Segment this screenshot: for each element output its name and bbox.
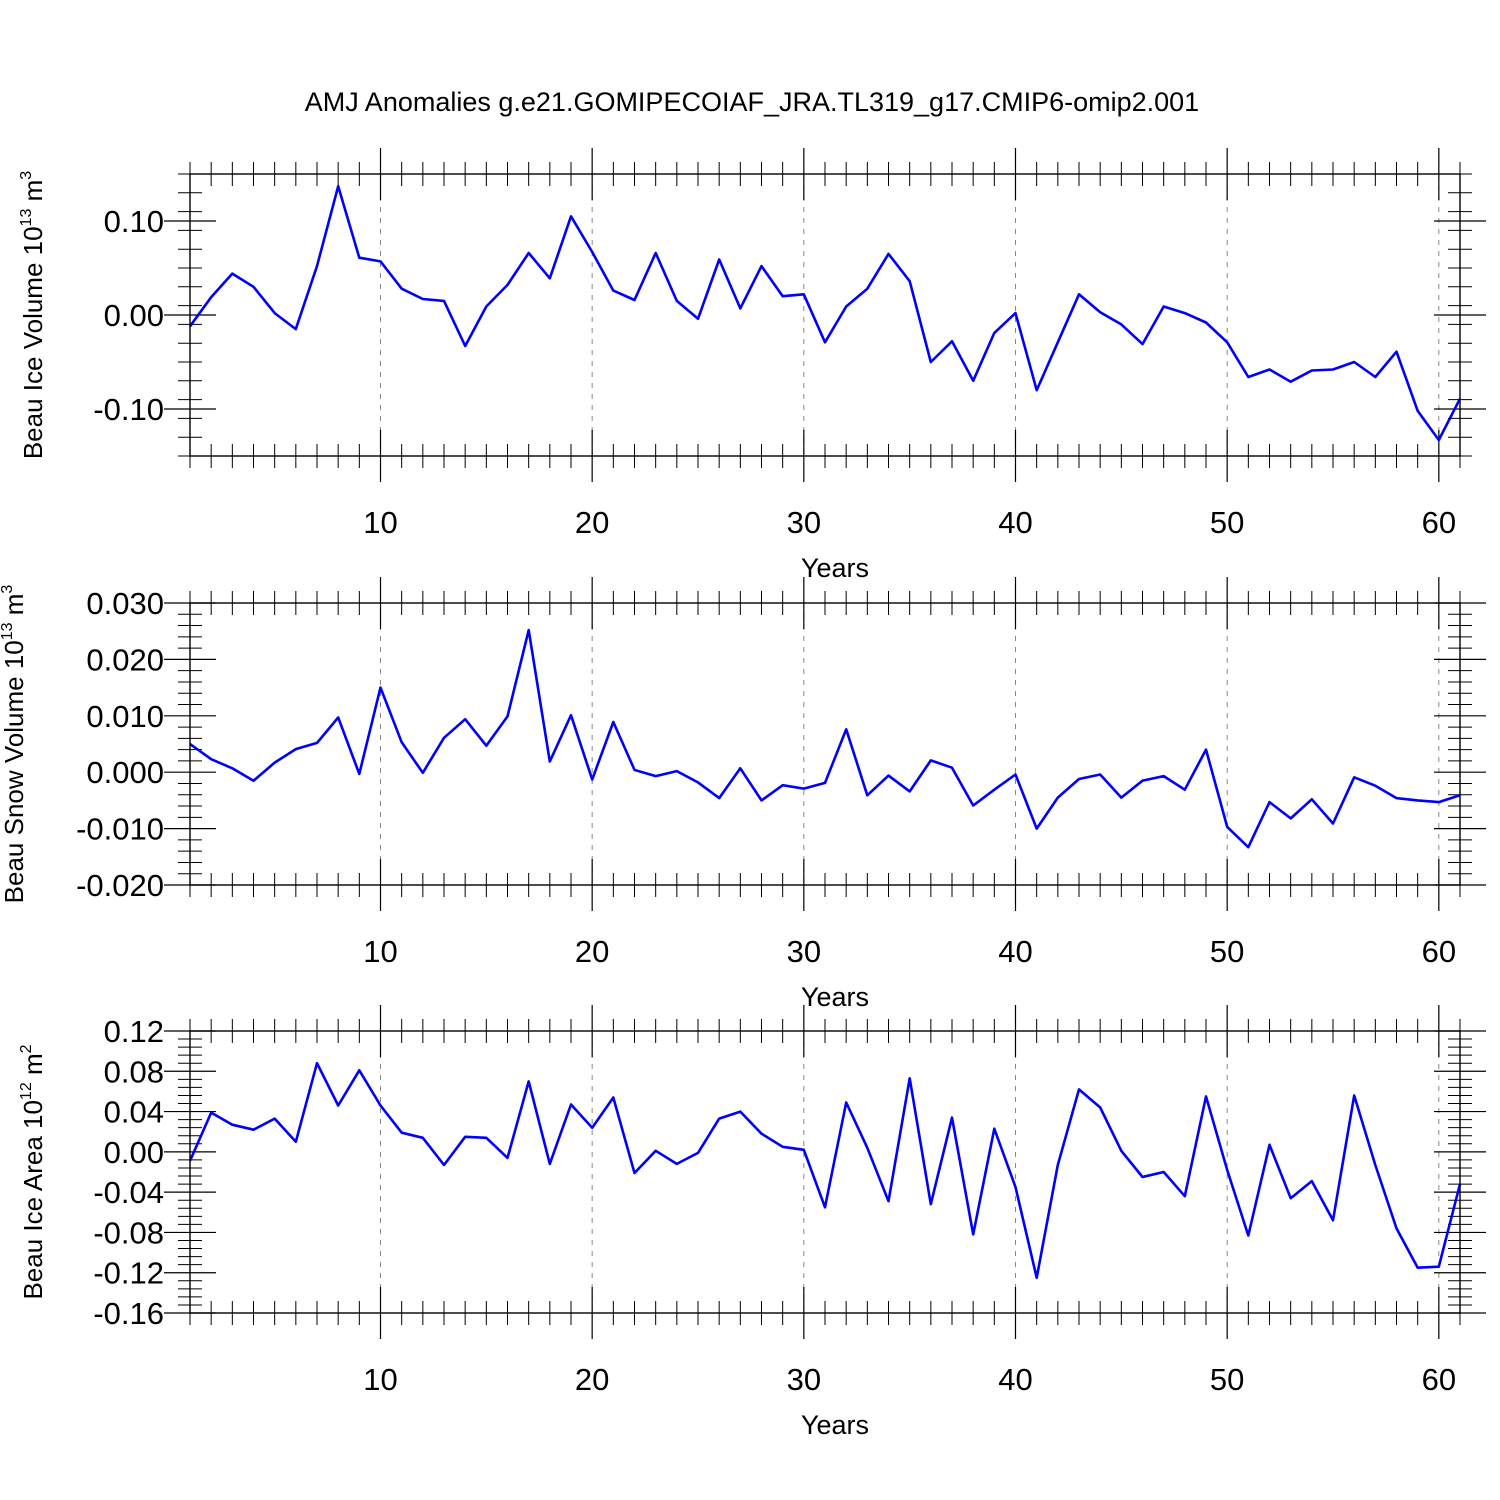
y-tick-label: 0.12: [104, 1014, 164, 1049]
y-tick-label: -0.16: [93, 1296, 164, 1331]
y-axis-label-text: Beau Ice Area 10: [18, 1100, 48, 1299]
x-tick-label: 20: [575, 934, 609, 969]
panel-2: 10 20 30 40 50 60 0.030 0.020 0.010 0.000 -0.010 -0…: [0, 577, 1486, 1012]
y-axis-label-text: Beau Ice Volume 10: [18, 226, 48, 459]
data-line: [188, 1061, 1462, 1280]
data-line: [189, 628, 1461, 849]
x-tick-label: 20: [575, 505, 609, 540]
figure-title: AMJ Anomalies g.e21.GOMIPECOIAF_JRA.TL31…: [305, 87, 1199, 117]
x-tick-label: 40: [998, 1362, 1032, 1397]
x-tick-label: 10: [363, 934, 397, 969]
y-axis-label-unit: m: [18, 180, 48, 209]
y-axis-label: Beau Ice Volume 1013 m3: [18, 171, 48, 459]
y-axis-label-unit-exponent: 2: [18, 1044, 35, 1053]
y-axis-label: Beau Snow Volume 1013 m3: [0, 585, 29, 904]
y-axis-label-text: Beau Snow Volume 10: [0, 640, 29, 903]
x-tick-label: 50: [1210, 934, 1244, 969]
plot-frame: [189, 602, 1461, 886]
x-tick-label: 40: [998, 934, 1032, 969]
y-tick-label: 0.04: [104, 1095, 164, 1130]
x-axis-label: Years: [801, 982, 869, 1012]
y-axis-label-unit-exponent: 3: [18, 171, 35, 180]
panels: 10 20 30 40 50 60 0.10 0.00 -0.10 Years Beau Ice V…: [0, 148, 1486, 1440]
y-tick-label: 0.030: [86, 586, 164, 621]
x-tick-label: 50: [1210, 1362, 1244, 1397]
y-tick-label: -0.04: [93, 1175, 164, 1210]
y-tick-label: 0.020: [86, 642, 164, 677]
x-tick-label: 60: [1422, 1362, 1456, 1397]
x-axis-label: Years: [801, 1410, 869, 1440]
panel-1: 10 20 30 40 50 60 0.10 0.00 -0.10 Years Beau Ice V…: [18, 148, 1486, 583]
y-tick-label: 0.10: [104, 204, 164, 239]
y-axis-label-unit: m: [18, 1053, 48, 1082]
y-axis-label: Beau Ice Area 1012 m2: [18, 1044, 48, 1299]
y-axis-label-unit-exponent: 3: [0, 585, 16, 594]
x-tick-label: 10: [363, 505, 397, 540]
x-tick-label: 20: [575, 1362, 609, 1397]
y-axis-label-unit: m: [0, 594, 29, 623]
data-line: [188, 184, 1462, 442]
x-tick-label: 40: [998, 505, 1032, 540]
y-tick-label: -0.08: [93, 1215, 164, 1250]
x-tick-label: 30: [787, 1362, 821, 1397]
x-tick-label: 50: [1210, 505, 1244, 540]
x-tick-label: 60: [1422, 505, 1456, 540]
y-tick-label: -0.10: [93, 392, 164, 427]
y-tick-label: 0.00: [104, 298, 164, 333]
y-tick-label: -0.12: [93, 1256, 164, 1291]
y-tick-label: 0.08: [104, 1054, 164, 1089]
x-tick-label: 30: [787, 934, 821, 969]
y-tick-label: 0.00: [104, 1135, 164, 1170]
y-tick-label: 0.000: [86, 755, 164, 790]
panel-3: 10 20 30 40 50 60 0.12 0.08 0.04 0.00 -0.04 -0.08 -0…: [18, 1005, 1486, 1440]
x-tick-label: 60: [1422, 934, 1456, 969]
y-axis-label-exponent: 12: [18, 1082, 35, 1100]
y-axis-label-exponent: 13: [18, 209, 35, 227]
plot-frame: [189, 173, 1461, 457]
x-tick-label: 10: [363, 1362, 397, 1397]
x-axis-label: Years: [801, 553, 869, 583]
plot-frame: [189, 1030, 1461, 1314]
y-axis-label-exponent: 13: [0, 622, 16, 640]
y-tick-label: 0.010: [86, 699, 164, 734]
y-tick-label: -0.020: [76, 868, 164, 903]
y-tick-label: -0.010: [76, 812, 164, 847]
x-tick-label: 30: [787, 505, 821, 540]
